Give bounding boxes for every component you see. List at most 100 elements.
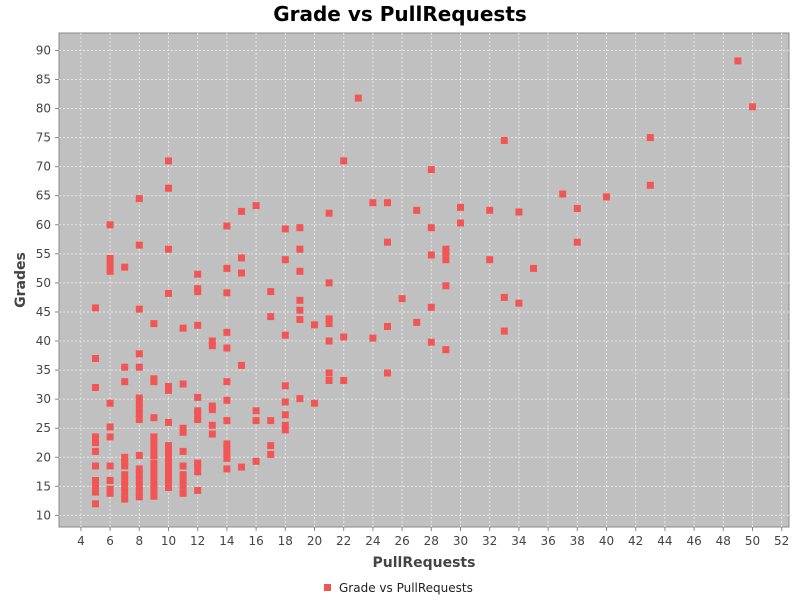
data-point (150, 477, 158, 484)
chart-title: Grade vs PullRequests (273, 2, 527, 26)
data-point (223, 289, 231, 297)
data-point (135, 493, 143, 501)
data-point (106, 267, 114, 275)
x-tick-label: 32 (482, 534, 497, 548)
y-tick-label: 55 (36, 247, 51, 261)
y-tick-label: 15 (36, 479, 51, 493)
grid-lines (59, 33, 789, 527)
data-point (384, 199, 391, 207)
data-point (223, 328, 231, 336)
x-tick-label: 24 (365, 534, 380, 548)
data-point (223, 450, 231, 458)
data-point (135, 477, 143, 484)
data-point (106, 262, 114, 269)
data-point (442, 256, 450, 264)
legend-marker (324, 584, 331, 591)
data-point (92, 439, 99, 447)
data-point (384, 369, 391, 377)
plot-area (58, 32, 790, 528)
data-point (223, 445, 231, 452)
data-point (150, 492, 158, 500)
data-point (267, 417, 275, 425)
data-point (106, 221, 114, 229)
data-point (179, 477, 187, 484)
data-point (646, 134, 654, 142)
data-point (398, 295, 406, 303)
data-point (208, 430, 216, 438)
x-tick-label: 48 (716, 534, 731, 548)
data-point (603, 193, 610, 201)
data-point (296, 296, 304, 304)
x-tick-label: 12 (190, 534, 205, 548)
x-tick-label: 4 (77, 534, 85, 548)
data-point (500, 293, 508, 301)
data-point (223, 396, 231, 404)
data-point (369, 199, 377, 207)
x-tick-label: 38 (570, 534, 585, 548)
y-tick-label: 40 (36, 334, 51, 348)
x-tick-label: 10 (161, 534, 176, 548)
data-point (281, 421, 289, 429)
data-point (165, 465, 172, 473)
data-point (150, 459, 158, 467)
y-tick-label: 90 (36, 43, 51, 57)
x-tick-label: 6 (106, 534, 114, 548)
data-point (208, 337, 216, 345)
data-point (427, 303, 435, 311)
data-point (179, 324, 187, 332)
data-point (223, 454, 231, 462)
data-point (121, 453, 129, 461)
data-point (135, 465, 143, 473)
data-point (121, 363, 129, 371)
data-point (208, 342, 216, 350)
data-point (135, 195, 143, 203)
data-point (106, 399, 114, 407)
data-point (281, 331, 289, 339)
data-point (238, 361, 245, 369)
data-point (194, 393, 202, 401)
data-point (384, 238, 391, 246)
data-point (92, 433, 99, 441)
data-point (121, 495, 129, 503)
data-point (267, 313, 275, 321)
data-point (281, 411, 289, 419)
data-point (384, 323, 391, 330)
data-point (325, 209, 333, 217)
data-point (92, 482, 99, 490)
data-point (281, 382, 289, 390)
data-point (179, 447, 187, 455)
x-tick-label: 20 (307, 534, 322, 548)
data-point (179, 424, 187, 432)
y-tick-label: 20 (36, 450, 51, 464)
data-point (340, 377, 348, 384)
data-point (325, 369, 333, 377)
data-point (296, 306, 304, 314)
data-point (92, 384, 99, 391)
x-axis-label: PullRequests (373, 555, 476, 571)
y-tick-label: 75 (36, 131, 51, 145)
data-point (340, 157, 348, 165)
data-point (311, 321, 318, 329)
data-point (121, 471, 129, 479)
data-point (325, 315, 333, 323)
data-point (150, 445, 158, 452)
data-point (135, 404, 143, 412)
data-point (135, 452, 143, 459)
data-point (325, 377, 333, 384)
data-point (238, 207, 245, 215)
data-point (121, 488, 129, 496)
y-tick-label: 25 (36, 421, 51, 435)
data-point (92, 500, 99, 508)
data-point (223, 222, 231, 230)
y-tick-label: 70 (36, 160, 51, 174)
data-point (296, 316, 304, 323)
data-point (573, 238, 581, 246)
data-point (179, 428, 187, 436)
legend: Grade vs PullRequests (324, 581, 473, 595)
data-point (223, 417, 231, 425)
data-point (165, 477, 172, 484)
data-point (179, 489, 187, 497)
data-point (135, 482, 143, 490)
data-point (106, 485, 114, 493)
